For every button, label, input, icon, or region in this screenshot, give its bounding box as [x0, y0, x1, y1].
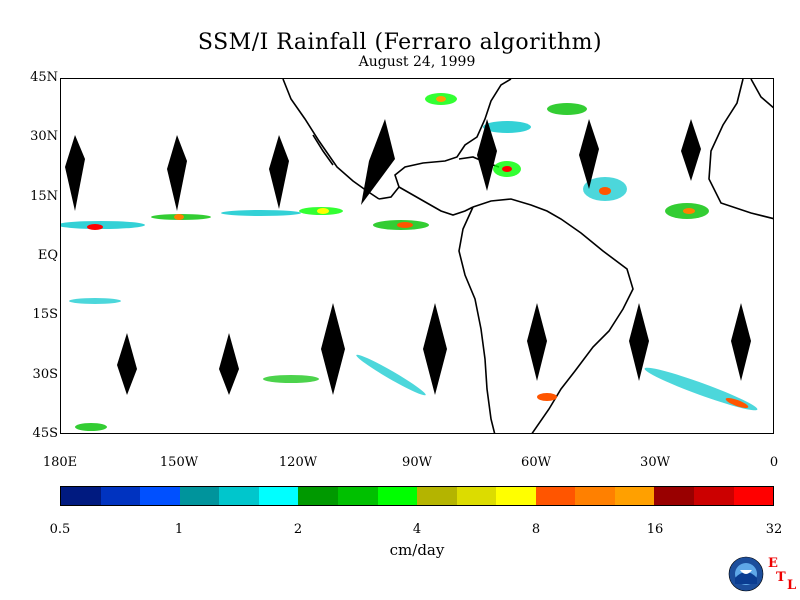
colorbar-tick-label: 8	[531, 522, 541, 537]
data-gap-diamonds	[65, 119, 751, 395]
y-tick-label: 45N	[30, 70, 58, 85]
chart-date: August 24, 1999	[358, 54, 476, 70]
y-tick-label: 30S	[32, 366, 58, 382]
y-tick-label: 30N	[30, 129, 58, 145]
coast-sa-west	[458, 206, 496, 433]
x-tick-label: 120W	[278, 455, 318, 470]
colorbar-tick-label: 16	[646, 522, 664, 537]
coast-gulf	[378, 79, 512, 200]
colorbar	[60, 486, 774, 506]
coast-baja	[312, 134, 334, 166]
x-tick-label: 150W	[159, 455, 199, 470]
y-tick-label: 45S	[32, 426, 58, 441]
colorbar-segment	[535, 487, 576, 505]
x-tick-label: 180E	[42, 455, 78, 470]
colorbar-units: cm/day	[389, 541, 445, 559]
colorbar-tick-label: 4	[412, 522, 422, 537]
coast-central-america	[398, 186, 474, 216]
colorbar-segment	[496, 487, 536, 505]
colorbar-tick-label: 0.5	[49, 522, 71, 537]
colorbar-segment	[258, 487, 299, 505]
colorbar-segment	[733, 487, 774, 505]
rainfall-map	[60, 78, 774, 434]
colorbar-segment	[654, 487, 694, 505]
colorbar-segment	[694, 487, 734, 505]
coast-na-west	[282, 79, 380, 200]
colorbar-segment	[61, 487, 101, 505]
colorbar-segment	[219, 487, 259, 505]
x-tick-label: 90W	[402, 455, 432, 470]
y-tick-label: 15N	[30, 188, 58, 204]
colorbar-segment	[337, 487, 378, 505]
colorbar-tick-label: 32	[765, 522, 783, 537]
colorbar-segment	[456, 487, 497, 505]
etl-letter-l: L	[787, 578, 797, 593]
coast-africa	[708, 79, 773, 220]
etl-letter-e: E	[768, 556, 778, 571]
chart-title: SSM/I Rainfall (Ferraro algorithm)	[197, 30, 603, 55]
x-tick-label: 30W	[640, 455, 670, 470]
colorbar-segment	[100, 487, 141, 505]
noaa-logo-icon	[728, 556, 764, 592]
colorbar-segment	[140, 487, 180, 505]
colorbar-segment	[417, 487, 457, 505]
coastlines	[282, 79, 773, 433]
y-tick-label: 15S	[32, 307, 58, 323]
colorbar-segment	[298, 487, 338, 505]
rain-patches	[61, 93, 758, 431]
x-tick-label: 60W	[521, 455, 551, 470]
colorbar-segment	[614, 487, 655, 505]
noaa-logo	[728, 556, 764, 596]
coast-europe	[750, 79, 773, 109]
coast-sa-east	[472, 198, 634, 433]
colorbar-segment	[179, 487, 220, 505]
map-svg	[61, 79, 773, 433]
colorbar-segment	[575, 487, 615, 505]
colorbar-tick-label: 1	[174, 522, 184, 537]
etl-letter-t: T	[776, 570, 786, 585]
x-tick-label: 0	[769, 455, 779, 470]
colorbar-segment	[377, 487, 418, 505]
colorbar-tick-label: 2	[293, 522, 303, 537]
y-tick-label: EQ	[37, 248, 58, 263]
